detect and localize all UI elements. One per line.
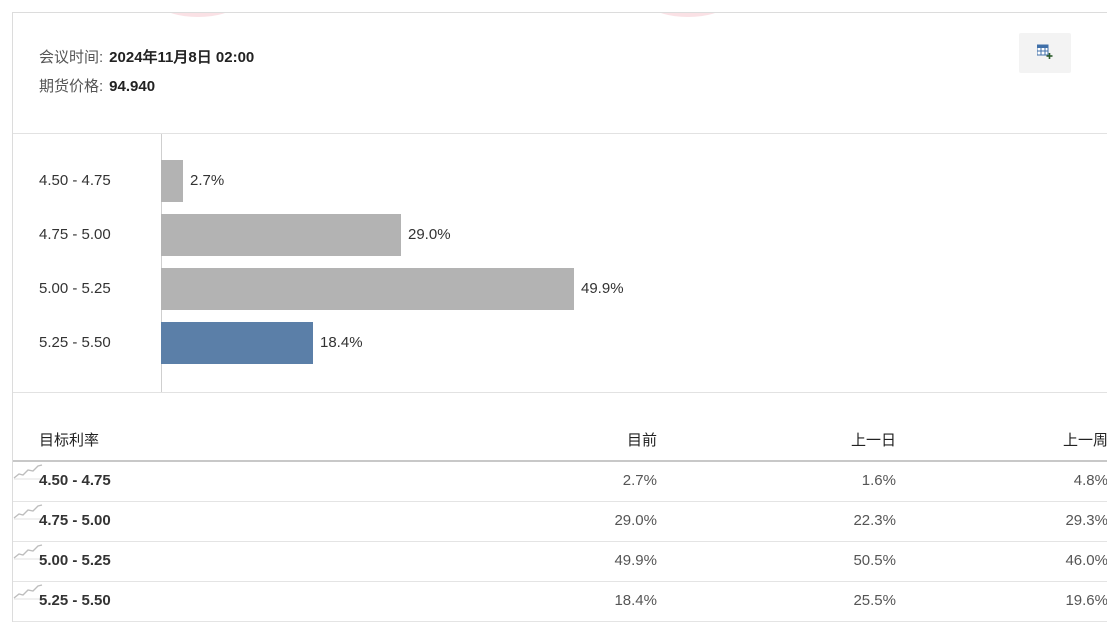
chart-axis-line (161, 134, 162, 392)
probability-bar[interactable] (161, 160, 183, 202)
column-header-target-rate: 目标利率 (39, 432, 100, 449)
trend-chart-icon[interactable] (13, 462, 43, 480)
bar-value-label: 18.4% (320, 334, 363, 351)
bar-category-label: 5.00 - 5.25 (39, 280, 111, 297)
bar-row: 5.25 - 5.50 18.4% (13, 322, 1107, 364)
target-rate-cell: 4.50 - 4.75 (39, 472, 111, 489)
watermark-mark (653, 13, 723, 17)
futures-price-value: 94.940 (109, 78, 156, 95)
column-header-current: 目前 (626, 432, 657, 449)
futures-price-row: 期货价格: 94.940 (39, 72, 254, 101)
bar-row: 4.75 - 5.00 29.0% (13, 214, 1107, 256)
current-value-cell: 29.0% (614, 512, 657, 529)
watermark-mark (163, 13, 233, 17)
target-rate-cell: 5.00 - 5.25 (39, 552, 111, 569)
bar-value-label: 2.7% (190, 172, 225, 189)
bar-value-label: 29.0% (408, 226, 451, 243)
table-row: 4.50 - 4.75 2.7% 1.6% 4.8% (13, 462, 1107, 502)
prev-week-value-cell: 46.0% (1065, 552, 1107, 569)
prev-day-value-cell: 1.6% (861, 472, 896, 489)
table-header: 目标利率 目前 上一日 上一周 (13, 421, 1107, 462)
column-header-prev-day: 上一日 (850, 432, 896, 449)
table-export-icon (1037, 44, 1053, 59)
table-row: 5.25 - 5.50 18.4% 25.5% 19.6% (13, 582, 1107, 622)
bar-value-label: 49.9% (581, 280, 624, 297)
target-rate-cell: 4.75 - 5.00 (39, 512, 111, 529)
probability-table: 目标利率 目前 上一日 上一周 4.50 - 4.75 2.7% 1.6% 4.… (13, 421, 1107, 622)
section-divider (13, 133, 1107, 134)
prev-day-value-cell: 25.5% (853, 592, 896, 609)
current-value-cell: 18.4% (614, 592, 657, 609)
prev-day-value-cell: 22.3% (853, 512, 896, 529)
prev-day-value-cell: 50.5% (853, 552, 896, 569)
bar-category-label: 5.25 - 5.50 (39, 334, 111, 351)
table-row: 5.00 - 5.25 49.9% 50.5% 46.0% (13, 542, 1107, 582)
export-table-button[interactable] (1019, 33, 1071, 73)
prev-week-value-cell: 29.3% (1065, 512, 1107, 529)
trend-chart-icon[interactable] (13, 542, 43, 560)
column-header-prev-week: 上一周 (1062, 432, 1107, 449)
current-value-cell: 49.9% (614, 552, 657, 569)
prev-week-value-cell: 19.6% (1065, 592, 1107, 609)
meeting-time-value: 2024年11月8日 02:00 (109, 49, 255, 66)
probability-bar[interactable] (161, 214, 401, 256)
bar-category-label: 4.75 - 5.00 (39, 226, 111, 243)
bar-row: 4.50 - 4.75 2.7% (13, 160, 1107, 202)
fedwatch-panel: 会议时间: 2024年11月8日 02:00 期货价格: 94.940 4.50 -… (12, 12, 1107, 622)
probability-bar[interactable] (161, 322, 313, 364)
prev-week-value-cell: 4.8% (1073, 472, 1107, 489)
meeting-info: 会议时间: 2024年11月8日 02:00 期货价格: 94.940 (39, 43, 254, 101)
probability-bar-chart: 4.50 - 4.75 2.7% 4.75 - 5.00 29.0% 5.00 - 5.… (13, 134, 1107, 392)
meeting-time-label: 会议时间: (39, 49, 104, 66)
table-row: 4.75 - 5.00 29.0% 22.3% 29.3% (13, 502, 1107, 542)
probability-bar[interactable] (161, 268, 574, 310)
trend-chart-icon[interactable] (13, 582, 43, 600)
futures-price-label: 期货价格: (39, 78, 104, 95)
section-divider (13, 392, 1107, 393)
current-value-cell: 2.7% (622, 472, 657, 489)
meeting-time-row: 会议时间: 2024年11月8日 02:00 (39, 43, 254, 72)
trend-chart-icon[interactable] (13, 502, 43, 520)
bar-category-label: 4.50 - 4.75 (39, 172, 111, 189)
target-rate-cell: 5.25 - 5.50 (39, 592, 111, 609)
bar-row: 5.00 - 5.25 49.9% (13, 268, 1107, 310)
